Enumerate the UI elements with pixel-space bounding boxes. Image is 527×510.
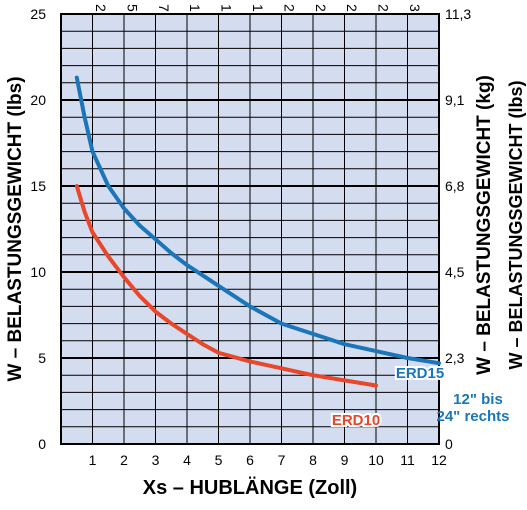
- x-tick-label: 3: [152, 452, 160, 468]
- x-tick-label: 6: [246, 452, 254, 468]
- x-tick-label: 9: [341, 452, 349, 468]
- x-tick-label: 11: [400, 452, 415, 468]
- y-tick-label-left: 0: [38, 436, 46, 452]
- y-tick-label-right: 11,3: [445, 6, 471, 22]
- top-tick-label: 2: [313, 4, 329, 12]
- y-tick-label-right: 0: [445, 436, 453, 452]
- y-tick-label-right: 9,1: [445, 92, 465, 108]
- y-tick-label-left: 10: [30, 264, 46, 280]
- top-tick-label: 3: [407, 4, 423, 12]
- annotation-line-1: 12" bis: [453, 391, 503, 408]
- x-tick-label: 1: [89, 452, 97, 468]
- y-axis-title-left: W – BELASTUNGSGEWICHT (lbs): [5, 76, 26, 381]
- series-label-erd10: ERD10: [332, 412, 380, 429]
- top-tick-label: 2: [281, 4, 297, 12]
- x-tick-label: 2: [120, 452, 128, 468]
- top-tick-label: 2: [376, 4, 392, 12]
- series-lines: [74, 75, 441, 388]
- y-tick-label-left: 5: [38, 350, 46, 366]
- x-tick-label: 10: [368, 452, 384, 468]
- series-line-erd15: [74, 75, 441, 366]
- top-tick-label: 5: [124, 4, 140, 12]
- plot-frame: [60, 13, 440, 445]
- x-tick-label: 8: [309, 452, 317, 468]
- top-tick-label: 2: [93, 4, 109, 12]
- top-tick-label: 2: [344, 4, 360, 12]
- x-axis-title: Xs – HUBLÄNGE (Zoll): [143, 476, 357, 499]
- top-tick-label: 1: [187, 4, 203, 12]
- y-tick-label-left: 15: [30, 178, 46, 194]
- top-tick-labels: 2 5 7 1 1 1 2 2 2 2 3: [93, 4, 423, 12]
- y-tick-label-left: 20: [30, 92, 46, 108]
- x-tick-label: 4: [183, 452, 191, 468]
- top-tick-label: 1: [250, 4, 266, 12]
- series-line-erd10: [74, 184, 378, 388]
- y-tick-label-right: 2,3: [445, 350, 465, 366]
- x-tick-labels: 1 2 3 4 5 6 7 8 9 10 11 12: [89, 452, 447, 468]
- y-axis-title-right-cut: W – BELASTUNGSGEWICHT (lbs): [506, 81, 526, 370]
- x-tick-label: 7: [278, 452, 286, 468]
- annotation-line-2: 24" rechts: [437, 408, 510, 425]
- top-tick-label: 7: [156, 4, 172, 12]
- y-tick-label-right: 4,5: [445, 264, 465, 280]
- y-tick-label-right: 6,8: [445, 178, 465, 194]
- y-axis-title-right: W – BELASTUNGSGEWICHT (kg): [474, 75, 495, 375]
- major-grid: [61, 99, 439, 359]
- y-tick-labels-left: 0 5 10 15 20 25: [30, 6, 46, 452]
- series-label-erd15: ERD15: [396, 365, 444, 382]
- y-tick-labels-right: 0 2,3 4,5 6,8 9,1 11,3: [445, 6, 471, 452]
- x-tick-label: 12: [431, 452, 447, 468]
- y-tick-label-left: 25: [30, 6, 46, 22]
- x-tick-label: 5: [215, 452, 223, 468]
- minor-grid: [61, 14, 439, 444]
- top-tick-label: 1: [219, 4, 235, 12]
